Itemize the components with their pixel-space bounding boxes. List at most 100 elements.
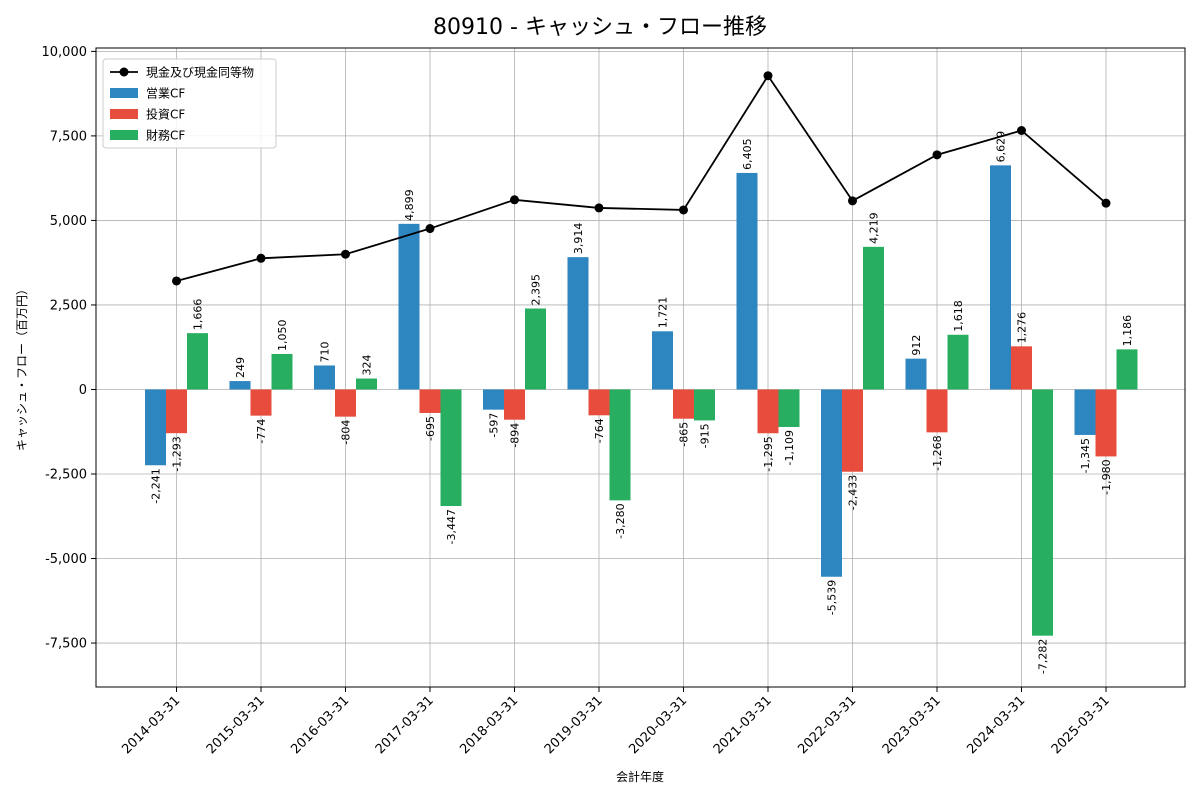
bar <box>1116 349 1138 390</box>
data-label: 4,219 <box>868 212 881 244</box>
bar <box>567 257 589 390</box>
cash-point <box>341 249 350 259</box>
data-label: 1,618 <box>952 300 965 332</box>
y-tick-label: -5,000 <box>45 552 87 567</box>
y-tick-label: 5,000 <box>50 214 87 229</box>
data-label: 6,629 <box>995 131 1008 163</box>
cash-point <box>763 71 773 81</box>
data-label: 4,899 <box>403 189 416 221</box>
cash-point <box>932 150 942 160</box>
legend-label: 財務CF <box>146 128 185 143</box>
data-label: -894 <box>509 423 522 448</box>
legend-label: 営業CF <box>146 87 185 101</box>
bar <box>250 389 272 416</box>
cash-line <box>176 74 1107 282</box>
bar-layer <box>145 165 1138 636</box>
data-label: -1,345 <box>1079 438 1092 473</box>
data-label: 6,405 <box>741 138 754 170</box>
plot-frame <box>95 47 1186 688</box>
data-label: -915 <box>699 423 712 448</box>
chart-title: 80910 - キャッシュ・フロー推移 <box>433 15 767 40</box>
x-tick-label: 2015-03-31 <box>204 693 268 757</box>
data-label: -2,241 <box>150 468 163 503</box>
bar <box>504 389 525 420</box>
data-label: -3,280 <box>614 503 627 538</box>
grid-layer <box>96 48 1185 687</box>
cash-point <box>679 205 688 215</box>
legend-box <box>102 58 277 149</box>
data-label: 1,050 <box>276 319 289 351</box>
data-label: -865 <box>678 422 691 447</box>
y-tick-label: 2,500 <box>50 298 87 313</box>
legend-marker <box>119 67 129 77</box>
bar <box>652 331 673 390</box>
data-label: -5,539 <box>826 580 839 615</box>
data-label: -597 <box>488 413 501 438</box>
cash-point <box>256 253 266 263</box>
legend-swatch <box>110 130 138 140</box>
bar <box>314 365 335 390</box>
data-label: -2,433 <box>847 475 860 510</box>
bar <box>736 172 758 390</box>
cash-point <box>172 276 181 286</box>
x-tick-label: 2018-03-31 <box>457 693 521 757</box>
data-label: -1,293 <box>171 436 184 471</box>
bar <box>166 389 187 434</box>
bar <box>1074 389 1096 435</box>
cash-point <box>510 195 519 205</box>
legend-swatch <box>110 88 138 98</box>
bar <box>356 378 377 390</box>
bar <box>398 223 420 390</box>
bar <box>271 353 293 390</box>
data-label: 3,914 <box>572 223 585 255</box>
bar <box>229 381 251 390</box>
bar <box>673 389 694 419</box>
y-tick-label: 10,000 <box>42 45 88 60</box>
x-tick-label: 2017-03-31 <box>373 693 437 757</box>
bar <box>757 389 779 434</box>
x-tick-label: 2022-03-31 <box>795 693 859 757</box>
legend-label: 現金及び現金同等物 <box>146 65 254 80</box>
bar <box>926 389 948 433</box>
bar <box>145 389 166 466</box>
x-axis-label: 会計年度 <box>616 769 664 784</box>
bar <box>419 389 441 413</box>
bar <box>778 389 800 427</box>
data-label: 1,721 <box>657 297 670 329</box>
data-label: -3,447 <box>445 509 458 544</box>
bar <box>588 389 610 416</box>
y-axis-label: キャッシュ・フロー（百万円） <box>15 283 29 451</box>
legend-swatch <box>110 109 138 119</box>
data-label: 710 <box>319 341 332 362</box>
bar <box>483 389 504 410</box>
y-tick-label: 7,500 <box>50 129 87 144</box>
x-tick-label: 2020-03-31 <box>626 693 690 757</box>
axis-layer: 10,000 7,500 5,000 2,500 0 -2,500 -5,000 -7,500… <box>42 45 1113 757</box>
bar <box>440 389 462 507</box>
bar <box>609 389 631 501</box>
data-label: 2,395 <box>530 274 543 306</box>
bar <box>863 246 884 390</box>
y-tick-label: -2,500 <box>45 468 87 483</box>
bar <box>525 308 546 390</box>
bar <box>187 333 208 390</box>
y-tick-label: 0 <box>79 383 87 398</box>
bar <box>694 389 715 421</box>
x-tick-label: 2019-03-31 <box>542 693 606 757</box>
data-label: -1,980 <box>1100 459 1113 494</box>
cash-point <box>594 203 604 213</box>
data-label: -7,282 <box>1037 639 1050 674</box>
data-label: 1,276 <box>1016 312 1029 344</box>
x-tick-label: 2024-03-31 <box>964 693 1028 757</box>
bar <box>947 334 969 390</box>
data-label: -1,295 <box>762 436 775 471</box>
data-label: 1,666 <box>192 299 205 331</box>
bar <box>842 389 863 472</box>
data-label: -1,109 <box>783 430 796 465</box>
x-tick-label: 2025-03-31 <box>1049 693 1113 757</box>
cash-point <box>1017 125 1026 135</box>
x-tick-label: 2016-03-31 <box>288 693 352 757</box>
data-label: -695 <box>424 416 437 441</box>
